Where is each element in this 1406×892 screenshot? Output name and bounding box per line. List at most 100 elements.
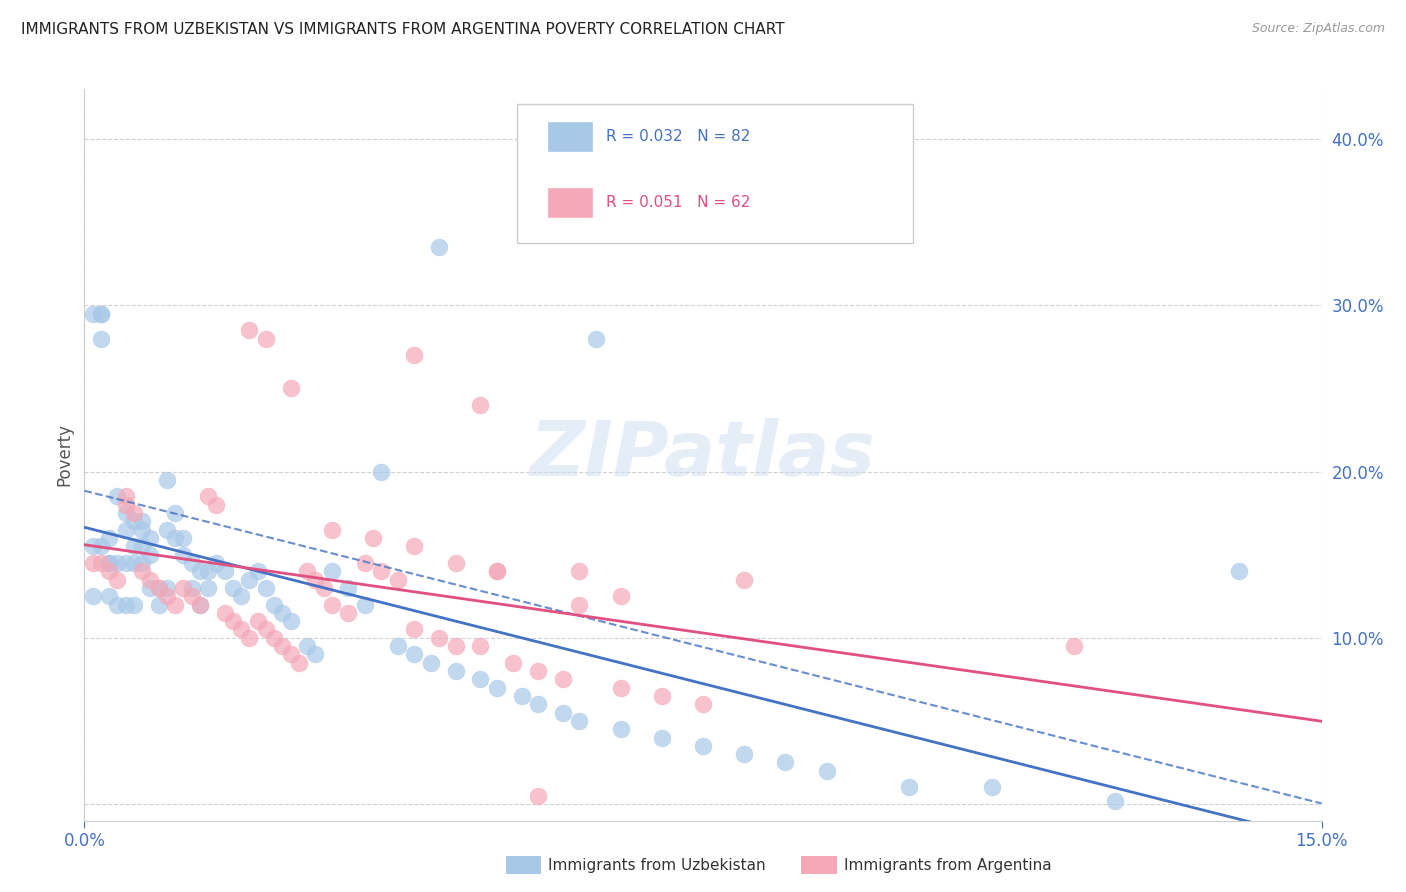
Point [585,332,607,346]
Point [551,706,574,720]
Point [485,564,508,578]
Point [404,348,426,362]
Point [254,623,277,637]
Point [98,556,121,570]
Point [280,614,302,628]
Point [510,689,533,703]
FancyBboxPatch shape [548,188,592,218]
Point [733,573,755,587]
Text: R = 0.032   N = 82: R = 0.032 N = 82 [606,129,751,145]
Point [609,589,631,603]
Point [172,531,194,545]
Point [263,631,285,645]
Point [131,556,153,570]
Point [404,539,426,553]
Text: ZIPatlas: ZIPatlas [530,418,876,491]
Point [105,556,128,570]
Point [98,556,121,570]
Point [131,523,153,537]
Point [609,681,631,695]
Text: R = 0.051   N = 62: R = 0.051 N = 62 [606,195,751,211]
Point [90,307,112,321]
Point [188,564,211,578]
Point [419,656,441,670]
Point [229,589,252,603]
Point [470,398,492,412]
Point [114,598,136,612]
Point [90,539,112,553]
Point [180,556,202,570]
Point [214,606,236,620]
Point [197,490,219,504]
Point [205,498,228,512]
Point [288,656,311,670]
Point [898,780,921,795]
Text: Source: ZipAtlas.com: Source: ZipAtlas.com [1251,22,1385,36]
Point [90,332,112,346]
Point [229,623,252,637]
Point [312,581,335,595]
Point [470,639,492,653]
Point [651,689,673,703]
Point [980,780,1002,795]
Point [222,614,245,628]
Point [1227,564,1250,578]
Point [370,465,392,479]
Point [485,564,508,578]
Point [105,573,128,587]
Point [254,332,277,346]
Point [122,556,145,570]
Point [180,589,202,603]
FancyBboxPatch shape [517,103,914,243]
Point [651,731,673,745]
FancyBboxPatch shape [548,122,592,152]
Point [82,589,104,603]
Point [148,581,170,595]
Point [337,581,360,595]
Point [148,598,170,612]
Point [254,581,277,595]
Point [733,747,755,761]
Point [105,598,128,612]
Point [98,564,121,578]
Point [165,506,187,520]
Point [114,498,136,512]
Point [1104,794,1126,808]
Point [98,589,121,603]
Point [139,573,162,587]
Point [148,581,170,595]
Point [370,564,392,578]
Point [122,515,145,529]
Point [361,531,384,545]
Point [304,648,326,662]
Point [404,623,426,637]
Point [427,240,450,254]
Point [280,648,302,662]
Point [353,598,375,612]
Point [131,515,153,529]
Point [387,573,409,587]
Point [90,307,112,321]
Point [295,639,318,653]
Point [470,673,492,687]
Point [404,648,426,662]
Text: Immigrants from Uzbekistan: Immigrants from Uzbekistan [548,858,766,872]
Point [139,531,162,545]
Point [139,548,162,562]
Point [114,556,136,570]
Point [82,556,104,570]
Point [122,598,145,612]
Text: Immigrants from Argentina: Immigrants from Argentina [844,858,1052,872]
Point [1063,639,1085,653]
Point [197,581,219,595]
Point [321,523,343,537]
Point [114,523,136,537]
Point [692,698,714,712]
Point [444,556,467,570]
Point [156,581,179,595]
Point [238,323,260,337]
Point [280,381,302,395]
Point [131,539,153,553]
Text: IMMIGRANTS FROM UZBEKISTAN VS IMMIGRANTS FROM ARGENTINA POVERTY CORRELATION CHAR: IMMIGRANTS FROM UZBEKISTAN VS IMMIGRANTS… [21,22,785,37]
Point [105,490,128,504]
